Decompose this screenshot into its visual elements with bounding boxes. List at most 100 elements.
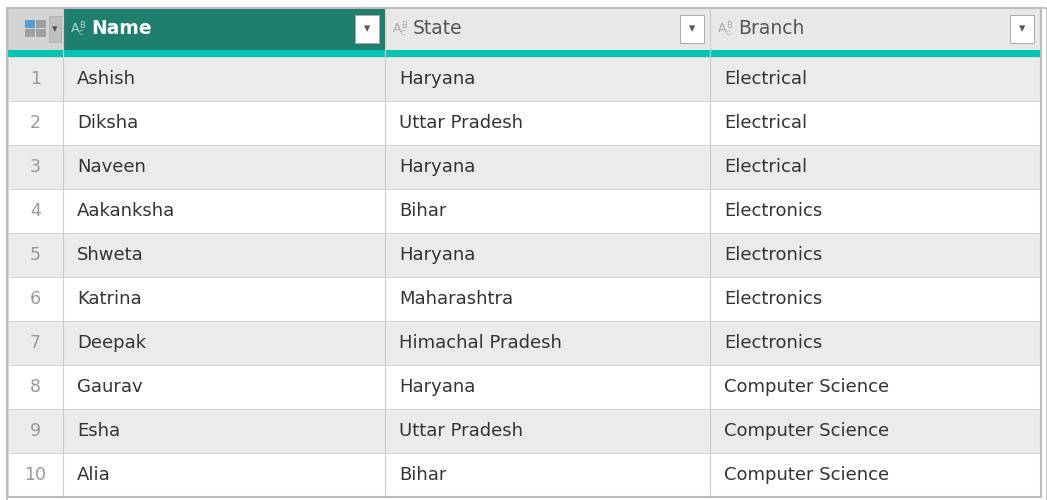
Text: B: B [79,22,85,30]
Bar [8,233,63,277]
Bar [385,189,710,233]
Bar [710,365,1040,409]
Text: Uttar Pradesh: Uttar Pradesh [399,422,524,440]
Text: Electrical: Electrical [723,114,807,132]
Bar [63,321,385,365]
Text: C: C [726,30,731,36]
Bar [355,15,379,43]
Text: Haryana: Haryana [399,158,475,176]
Bar [63,8,385,50]
Bar [385,101,710,145]
Bar [385,8,710,50]
Bar [8,365,63,409]
Text: Esha: Esha [77,422,120,440]
Bar [8,453,63,497]
Bar [710,57,1040,101]
Text: ▾: ▾ [689,22,695,36]
Text: State: State [413,20,463,38]
Text: Aakanksha: Aakanksha [77,202,175,220]
Text: 10: 10 [24,466,46,484]
Bar [63,277,385,321]
Text: Electronics: Electronics [723,202,822,220]
Bar [710,101,1040,145]
Bar [385,50,710,57]
Text: Electronics: Electronics [723,290,822,308]
Text: Haryana: Haryana [399,70,475,88]
Bar [710,409,1040,453]
Text: Alia: Alia [77,466,111,484]
Bar [8,277,63,321]
Bar [24,29,35,37]
Text: Himachal Pradesh: Himachal Pradesh [399,334,562,352]
Bar [1010,15,1034,43]
Text: ▾: ▾ [364,22,371,36]
Text: Bihar: Bihar [399,466,446,484]
Text: Name: Name [91,20,152,38]
Text: Electrical: Electrical [723,70,807,88]
Text: 6: 6 [30,290,41,308]
Text: ▾: ▾ [1019,22,1025,36]
Text: ▾: ▾ [52,24,58,34]
Bar [710,453,1040,497]
Bar [385,145,710,189]
Bar [710,277,1040,321]
Bar [710,189,1040,233]
Text: 2: 2 [30,114,41,132]
Bar [710,321,1040,365]
Bar [385,365,710,409]
Text: 8: 8 [30,378,41,396]
Text: 4: 4 [30,202,41,220]
Text: A: A [718,22,727,36]
Bar [63,145,385,189]
Text: Computer Science: Computer Science [723,378,889,396]
Bar [63,365,385,409]
Bar [710,50,1040,57]
Bar [63,189,385,233]
Bar [710,233,1040,277]
Text: Haryana: Haryana [399,378,475,396]
Text: A: A [393,22,401,36]
Text: Computer Science: Computer Science [723,422,889,440]
Text: Diksha: Diksha [77,114,138,132]
Text: Electrical: Electrical [723,158,807,176]
Text: C: C [401,30,406,36]
Text: C: C [79,30,84,36]
Bar [710,8,1040,50]
Bar [24,20,35,28]
Text: Uttar Pradesh: Uttar Pradesh [399,114,524,132]
Bar [710,145,1040,189]
Bar [8,101,63,145]
Bar [385,321,710,365]
Text: A: A [71,22,80,36]
Text: 7: 7 [30,334,41,352]
Bar [8,8,63,50]
Text: B: B [401,22,407,30]
Bar [63,453,385,497]
Bar [63,50,385,57]
Text: Ashish: Ashish [77,70,136,88]
Text: Computer Science: Computer Science [723,466,889,484]
Text: Branch: Branch [738,20,804,38]
Bar [680,15,704,43]
Text: 9: 9 [30,422,41,440]
Bar [36,20,45,28]
Text: Haryana: Haryana [399,246,475,264]
Bar [49,16,61,42]
Bar [36,29,45,37]
Bar [63,57,385,101]
Bar [385,453,710,497]
Bar [63,101,385,145]
Bar [8,50,63,57]
Text: Maharashtra: Maharashtra [399,290,513,308]
Bar [385,277,710,321]
Bar [385,57,710,101]
Text: Katrina: Katrina [77,290,141,308]
Bar [8,189,63,233]
Text: Electronics: Electronics [723,246,822,264]
Text: Bihar: Bihar [399,202,446,220]
Bar [385,233,710,277]
Bar [63,409,385,453]
Bar [8,57,63,101]
Text: 5: 5 [30,246,41,264]
Text: Naveen: Naveen [77,158,146,176]
